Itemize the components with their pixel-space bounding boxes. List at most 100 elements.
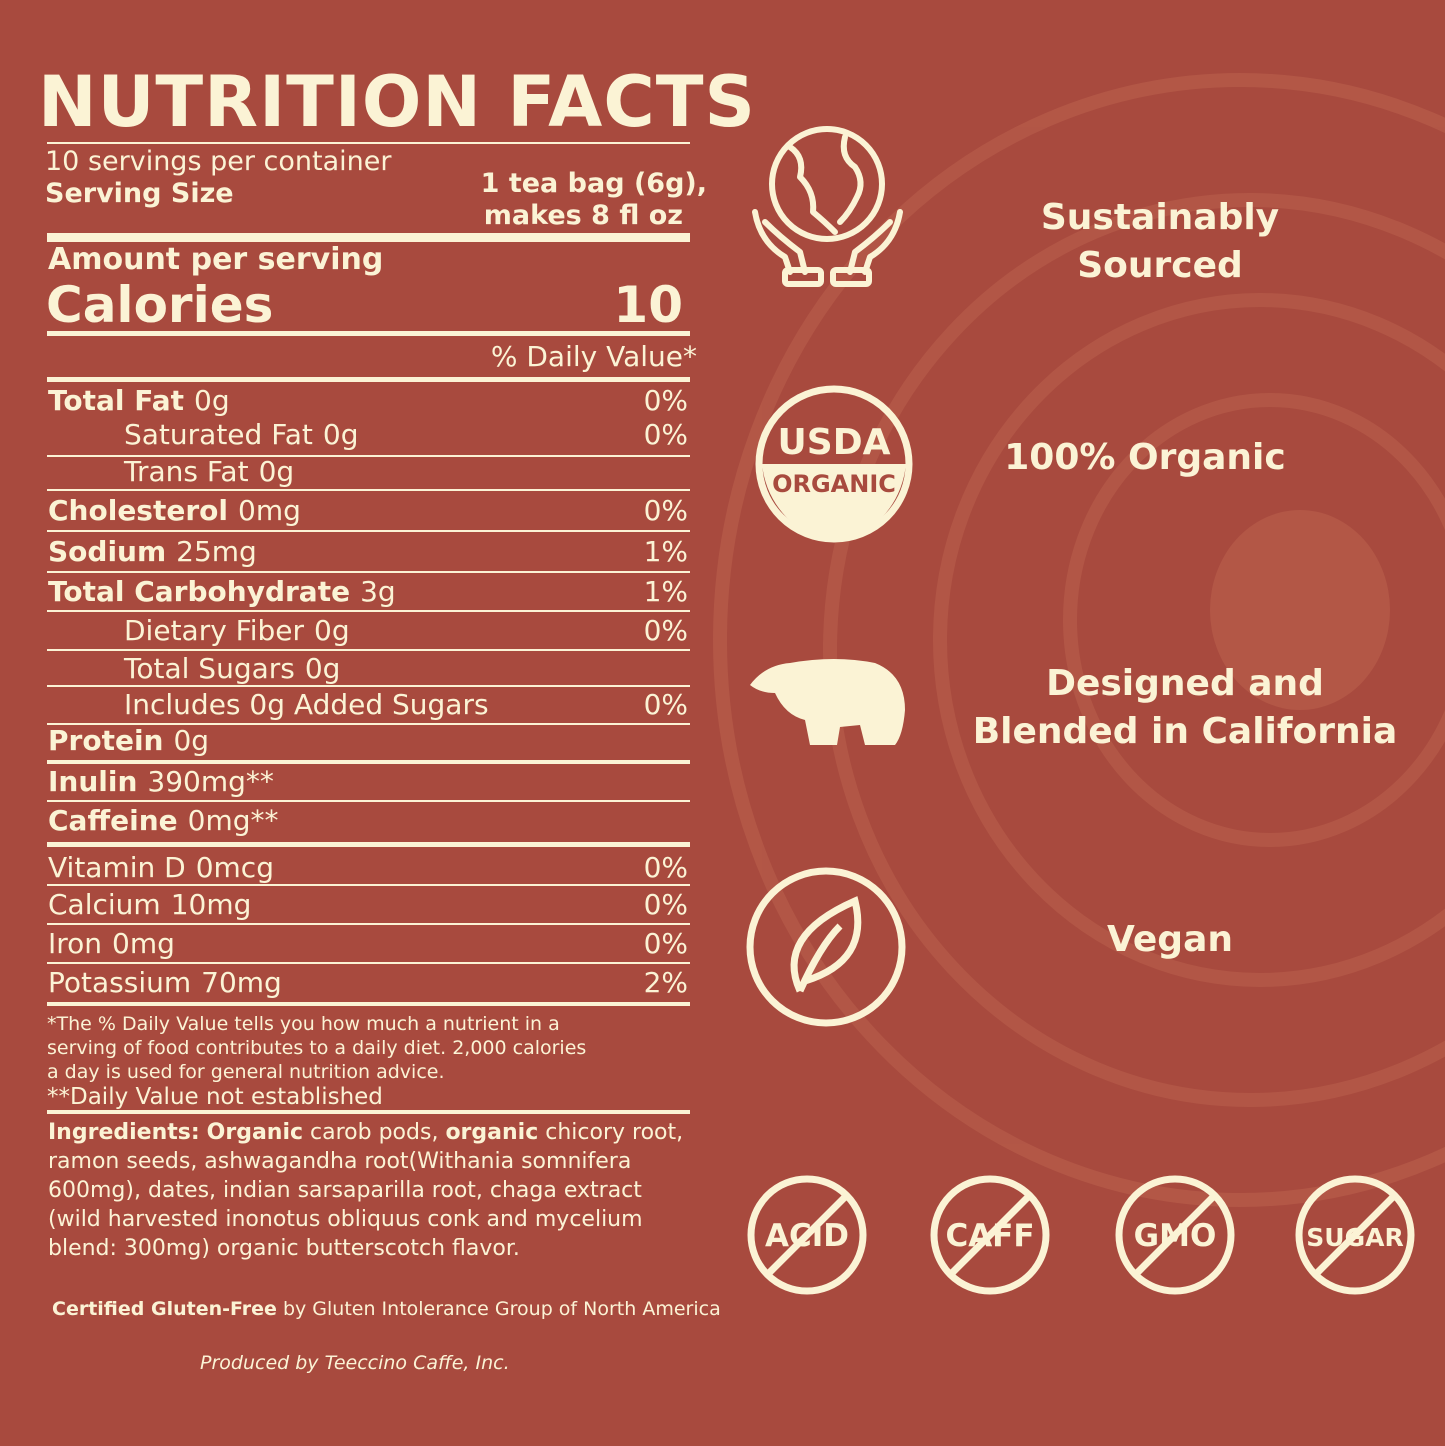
footnote: *The % Daily Value tells you how much a … [47,1012,586,1084]
amount-per-serving: Amount per serving [48,242,384,277]
ingredients: Ingredients: Organic carob pods, organic… [48,1118,698,1263]
divider [47,923,690,925]
nutrient-amount: 0g [314,614,350,647]
nutrient-row: Iron 0mg 0% [48,927,688,961]
nutrient-name: Total Fat [48,384,185,417]
nutrient-row: Sodium 25mg 1% [48,535,688,569]
nutrient-name: Cholesterol [48,494,228,527]
nutrient-daily-value: 0% [643,418,688,451]
nutrient-row: Inulin 390mg** [48,765,688,799]
nutrient-row: Total Fat 0g 0% [48,384,688,418]
ingredients-bold: organic [445,1120,539,1145]
no-gmo-badge: GMO [1115,1175,1235,1295]
nutrient-row: Saturated Fat 0g 0% [48,418,688,452]
nutrient-daily-value: 0% [643,688,688,721]
gluten-free-text: by Gluten Intolerance Group of North Ame… [276,1298,721,1320]
nutrient-row: Calcium 10mg 0% [48,888,688,922]
nutrient-row: Cholesterol 0mg 0% [48,494,688,528]
no-sugar-badge: SUGAR [1295,1175,1415,1295]
nutrient-name: Total Carbohydrate [48,575,351,608]
nutrient-row: Trans Fat 0g [48,455,688,489]
nutrient-name: Iron [48,927,103,960]
nutrient-daily-value: 0% [643,494,688,527]
nutrient-amount: 10mg [170,888,252,921]
serving-size-line1: 1 tea bag (6g), [480,168,707,199]
nutrient-row: Total Sugars 0g [48,652,688,686]
nutrient-amount: 0mcg [195,851,274,884]
ingredients-bold: Organic [206,1120,304,1145]
nutrient-daily-value: 0% [643,384,688,417]
divider [47,571,690,573]
divider-thick [47,233,690,242]
nutrient-amount: 0g [194,384,230,417]
gluten-free-bold: Certified Gluten-Free [52,1298,277,1320]
servings-per-container: 10 servings per container [45,146,392,177]
leaf-icon [746,867,906,1027]
feature-organic: 100% Organic [1004,437,1286,478]
nutrient-amount: 0mg [238,494,301,527]
feature-vegan: Vegan [1107,919,1233,960]
ingredients-text: carob pods, [303,1120,446,1145]
divider [47,142,690,144]
nutrient-row: Vitamin D 0mcg 0% [48,851,688,885]
nutrient-row: Caffeine 0mg** [48,804,688,838]
nutrient-amount: 0mg** [187,804,279,837]
nutrient-name: Includes 0g Added Sugars [124,688,489,721]
nutrient-name: Total Sugars [124,652,295,685]
divider [47,884,690,886]
nutrient-amount: 0g [322,418,359,451]
footnote-line: *The % Daily Value tells you how much a … [47,1013,560,1035]
calories-label: Calories [46,276,274,334]
divider [47,610,690,612]
nutrient-daily-value: 0% [643,614,688,647]
ingredients-text: chicory root, ramon seeds, ashwagandha r… [48,1120,684,1261]
nutrient-name: Vitamin D [48,851,186,884]
no-acid-badge: ACID [747,1175,867,1295]
ingredients-label: Ingredients: [48,1120,200,1145]
feature-california: Designed and Blended in California [972,663,1398,752]
calories-value: 10 [613,276,683,334]
gluten-free-statement: Certified Gluten-Free by Gluten Intolera… [52,1298,721,1320]
nutrient-row: Dietary Fiber 0g 0% [48,614,688,648]
divider [47,649,690,651]
badge-label: GMO [1134,1218,1217,1254]
serving-size-line2: makes 8 fl oz [483,200,683,231]
divider [47,1002,690,1006]
nutrient-daily-value: 1% [643,575,688,608]
divider [47,723,690,725]
nutrient-row: Protein 0g [48,724,688,758]
nutrient-amount: 0g [173,724,210,757]
badge-label: CAFF [945,1218,1034,1254]
usda-text: USDA [778,422,891,463]
nutrient-name: Protein [48,724,164,757]
nutrient-amount: 0g [304,652,341,685]
nutrient-amount: 0g [258,455,295,488]
nutrient-daily-value: 0% [643,927,688,960]
divider [47,489,690,491]
nutrient-daily-value: 1% [643,535,688,568]
nutrient-amount: 390mg** [147,765,274,798]
daily-value-header: % Daily Value* [490,340,697,373]
nutrient-amount: 0mg [112,927,175,960]
nutrient-name: Calcium [48,888,161,921]
nutrient-row: Total Carbohydrate 3g 1% [48,575,688,609]
nutrient-amount: 25mg [176,535,257,568]
divider [47,685,690,687]
footnote-line: serving of food contributes to a daily d… [47,1037,587,1059]
nutrient-row: Potassium 70mg 2% [48,966,688,1000]
nutrient-daily-value: 2% [643,966,688,999]
divider [47,530,690,532]
badge-label: SUGAR [1306,1223,1403,1252]
badge-label: ACID [765,1218,849,1254]
serving-size-label: Serving Size [45,178,234,209]
globe-hands-icon [752,126,903,287]
divider [47,455,690,457]
divider [47,800,690,802]
divider [47,842,690,847]
divider [47,962,690,964]
nutrient-amount: 3g [360,575,396,608]
nutrient-row: Includes 0g Added Sugars 0% [48,688,688,722]
nutrient-name: Inulin [48,765,138,798]
no-caff-badge: CAFF [930,1175,1050,1295]
